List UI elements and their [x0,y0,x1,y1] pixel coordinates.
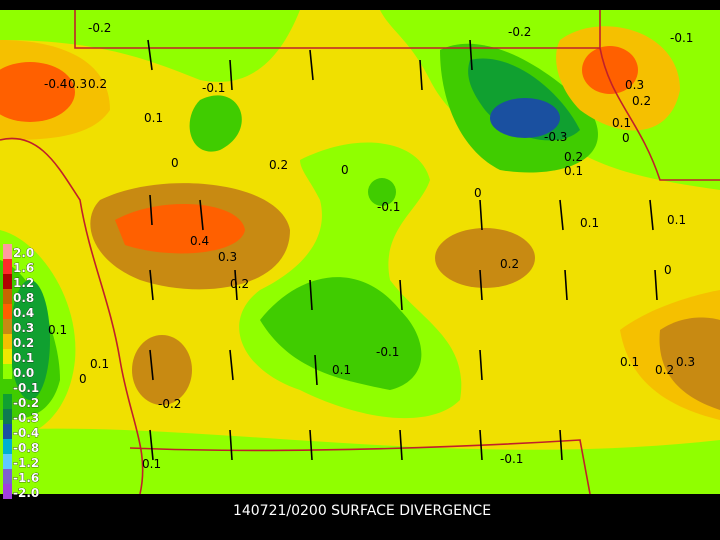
contour-label: -0.2 [158,397,181,411]
contour-label: 0.1 [612,116,631,130]
contour-label: 0.2 [655,363,674,377]
legend-label: 0.8 [13,291,34,305]
legend-swatch [3,469,12,484]
contour-label: 0.4 [190,234,209,248]
legend-label: 0.3 [13,321,34,335]
legend-swatch [3,349,12,364]
legend-label: 1.6 [13,261,34,275]
contour-label: 0.1 [580,216,599,230]
contour-label: 0.3 [218,250,237,264]
legend-label: -1.6 [13,471,39,485]
contour-label: -0.1 [500,452,523,466]
legend-swatch [3,454,12,469]
legend-label: -0.3 [13,411,39,425]
contour-label: -0.4 [44,77,67,91]
legend-swatch [3,379,12,394]
contour-label: 0.2 [230,277,249,291]
legend-swatch [3,424,12,439]
legend-label: 0.2 [13,336,34,350]
contour-label: 0.2 [500,257,519,271]
contour-label: 0 [171,156,179,170]
map-field [0,10,720,495]
contour-label: -0.1 [202,81,225,95]
legend-label: -1.2 [13,456,39,470]
contour-label: 0.1 [564,164,583,178]
contour-label: 0.3 [68,77,87,91]
contour-label: -0.1 [376,345,399,359]
contour-label: 0.2 [564,150,583,164]
legend-label: -0.1 [13,381,39,395]
contour-label: 0.1 [332,363,351,377]
legend-label: 2.0 [13,246,34,260]
legend-swatch [3,364,12,379]
contour-label: 0.3 [676,355,695,369]
contour-label: 0.1 [48,323,67,337]
contour-label: 0.1 [90,357,109,371]
contour-label: 0 [474,186,482,200]
legend-label: 1.2 [13,276,34,290]
legend-label: 0.0 [13,366,34,380]
legend-swatch [3,484,12,499]
legend-label: 0.1 [13,351,34,365]
contour-label: -0.1 [670,31,693,45]
legend-label: -0.8 [13,441,39,455]
contour-label: 0.1 [667,213,686,227]
contour-label: 0.1 [144,111,163,125]
contour-label: 0.1 [620,355,639,369]
contour-label: 0.3 [625,78,644,92]
legend-label: -0.2 [13,396,39,410]
contour-label: -0.2 [88,21,111,35]
legend-swatch [3,259,12,274]
contour-label: 0.2 [88,77,107,91]
contour-label: 0.2 [632,94,651,108]
contour-label: -0.3 [544,130,567,144]
legend-swatch [3,439,12,454]
legend-label: 0.4 [13,306,34,320]
legend-swatch [3,304,12,319]
legend-swatch [3,319,12,334]
contour-labels: -0.2 -0.2 -0.1 -0.1 -0.4 0.3 0.2 0.1 0.3… [44,21,695,471]
legend-swatch [3,409,12,424]
legend-label: -2.0 [13,486,39,500]
legend-swatch [3,274,12,289]
contour-label: 0 [664,263,672,277]
contour-label: 0.1 [142,457,161,471]
legend-swatch [3,289,12,304]
contour-label: 0 [622,131,630,145]
contour-label: 0 [79,372,87,386]
contour-label: -0.2 [508,25,531,39]
footer-title: 140721/0200 SURFACE DIVERGENCE [233,503,491,519]
color-legend: 2.01.61.20.80.40.30.20.10.0-0.1-0.2-0.3-… [3,244,40,500]
contour-label: 0.2 [269,158,288,172]
contour-label: 0 [341,163,349,177]
legend-label: -0.4 [13,426,39,440]
contour-label: -0.1 [377,200,400,214]
legend-swatch [3,244,12,259]
legend-swatch [3,394,12,409]
legend-swatch [3,334,12,349]
